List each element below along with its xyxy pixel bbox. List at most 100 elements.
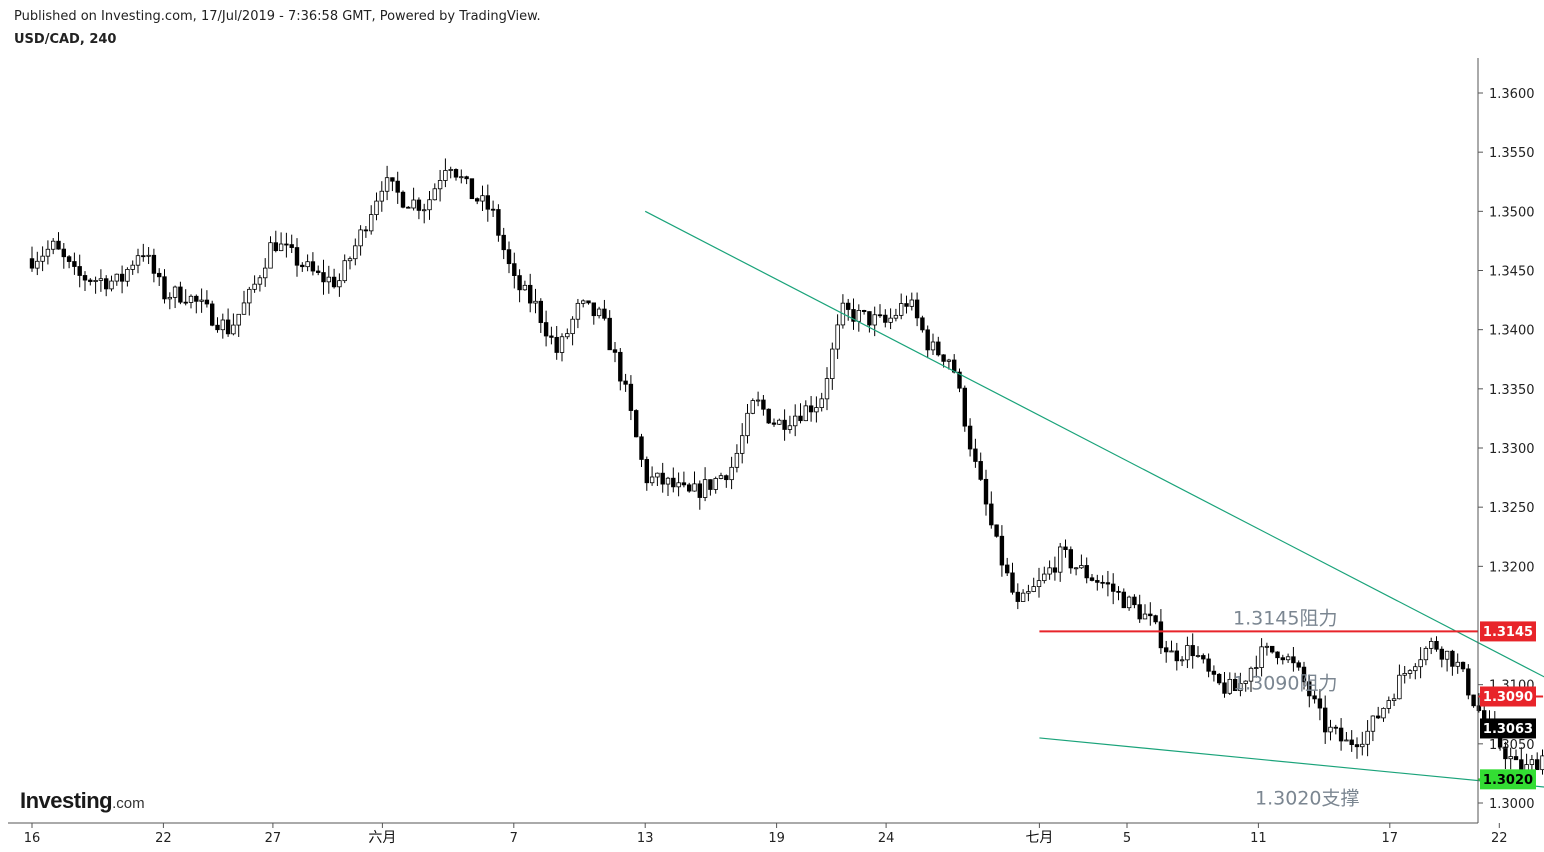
candle-body	[575, 302, 581, 320]
x-tick-label: 22	[1491, 831, 1508, 846]
candle-body	[793, 415, 798, 427]
candle-body	[1307, 681, 1312, 697]
candle-body	[1148, 613, 1153, 617]
candle-body	[1015, 591, 1020, 602]
candle-body	[1206, 658, 1211, 672]
candle-body	[384, 177, 390, 192]
candle-body	[570, 318, 575, 335]
candle-body	[734, 452, 740, 468]
candle-body	[1503, 746, 1508, 760]
candle-body	[1079, 565, 1084, 569]
candle-body	[1434, 640, 1439, 650]
candle-body	[1238, 683, 1243, 692]
candle-body	[1301, 666, 1307, 683]
candle-body	[1328, 726, 1333, 733]
candle-body	[1195, 655, 1201, 657]
candle-body	[1116, 590, 1121, 593]
candle-body	[1174, 650, 1179, 662]
candle-body	[766, 408, 771, 424]
candle-body	[72, 261, 77, 267]
candle-body	[141, 255, 146, 258]
candle-body	[485, 195, 490, 210]
candle-body	[1020, 592, 1026, 602]
candle-body	[586, 300, 591, 304]
candle-body	[989, 503, 994, 526]
candle-body	[1164, 647, 1169, 653]
trendline-descending-resistance	[644, 210, 1544, 678]
candle-body	[363, 229, 369, 232]
candle-body	[421, 209, 427, 212]
candle-body	[1084, 565, 1089, 579]
candle-body	[533, 300, 538, 304]
candle-body	[1291, 656, 1296, 664]
candle-body	[294, 247, 300, 266]
y-tick-label: 1.3400	[1489, 324, 1535, 339]
candle-body	[697, 483, 702, 498]
candle-body	[1100, 581, 1105, 584]
candle-body	[1386, 700, 1391, 709]
candle-body	[432, 188, 437, 201]
candle-body	[374, 200, 379, 216]
candle-body	[257, 277, 263, 285]
candle-body	[35, 260, 40, 269]
x-tick-label: 19	[768, 831, 785, 846]
candle-body	[1254, 667, 1259, 669]
candle-body	[1391, 698, 1397, 701]
candle-body	[655, 472, 660, 478]
x-tick-label: 16	[24, 831, 41, 846]
candle-body	[135, 255, 141, 266]
price-tag	[1480, 621, 1536, 642]
candle-body	[1370, 715, 1376, 732]
candle-body	[480, 195, 485, 202]
candle-body	[835, 324, 840, 350]
x-tick-label: 六月	[368, 830, 396, 846]
candle-body	[45, 248, 51, 257]
trendline-descending-support	[1039, 737, 1544, 788]
candle-body	[1222, 682, 1227, 694]
candle-body	[368, 214, 374, 232]
candle-body	[1296, 662, 1301, 668]
candle-body	[278, 243, 284, 252]
x-tick-label: 13	[637, 831, 654, 846]
candle-body	[146, 254, 151, 257]
candle-body	[904, 303, 909, 307]
candle-body	[310, 261, 316, 272]
candle-body	[194, 295, 199, 302]
investing-logo[interactable]: Investing.com	[20, 788, 145, 814]
candle-body	[671, 477, 676, 488]
candle-body	[1460, 661, 1466, 670]
candle-body	[1455, 661, 1460, 667]
candle-body	[1169, 650, 1174, 653]
candle-body	[1005, 564, 1010, 574]
candle-body	[914, 299, 920, 319]
candle-body	[581, 300, 586, 304]
candle-body	[262, 267, 268, 279]
candle-body	[29, 258, 35, 269]
candle-body	[1476, 705, 1482, 711]
y-tick-label: 1.3500	[1489, 205, 1535, 220]
candle-body	[687, 484, 692, 492]
x-tick-label: 七月	[1025, 830, 1053, 846]
candle-body	[1349, 739, 1354, 746]
y-tick-label: 1.3050	[1489, 738, 1535, 753]
candle-body	[952, 359, 957, 373]
candle-body	[130, 264, 135, 270]
candle-body	[231, 324, 236, 335]
candle-body	[830, 348, 835, 379]
candle-body	[427, 199, 432, 211]
candle-body	[824, 378, 830, 400]
candle-body	[326, 276, 331, 283]
y-tick-label: 1.3350	[1489, 383, 1535, 398]
candle-body	[1232, 678, 1238, 692]
candle-body	[178, 286, 183, 303]
candle-body	[469, 178, 475, 200]
candle-body	[400, 191, 406, 208]
x-tick-label: 27	[265, 831, 282, 846]
candle-body	[909, 299, 914, 307]
candle-body	[740, 435, 745, 454]
candle-body	[448, 169, 453, 171]
candle-body	[1535, 759, 1540, 771]
candle-body	[183, 301, 188, 304]
candle-body	[591, 302, 596, 317]
